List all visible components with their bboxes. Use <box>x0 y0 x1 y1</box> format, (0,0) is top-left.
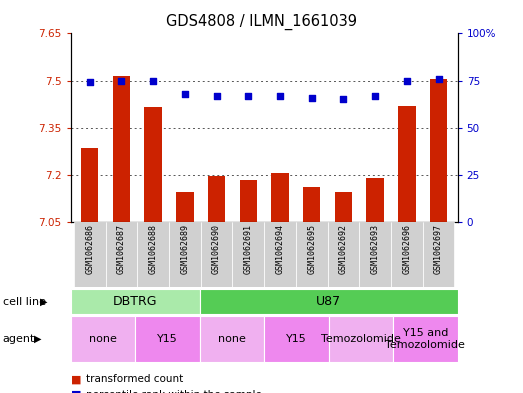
Text: GDS4808 / ILMN_1661039: GDS4808 / ILMN_1661039 <box>166 14 357 30</box>
Bar <box>264 222 296 287</box>
Bar <box>74 222 106 287</box>
Bar <box>271 173 289 222</box>
Text: GSM1062694: GSM1062694 <box>276 224 285 274</box>
Point <box>308 94 316 101</box>
Text: GSM1062696: GSM1062696 <box>402 224 412 274</box>
Text: GSM1062697: GSM1062697 <box>434 224 443 274</box>
Bar <box>176 192 194 222</box>
Text: Temozolomide: Temozolomide <box>321 334 401 344</box>
Text: GSM1062689: GSM1062689 <box>180 224 189 274</box>
Text: agent: agent <box>3 334 35 344</box>
Text: Y15 and
Temozolomide: Y15 and Temozolomide <box>385 328 465 350</box>
Point <box>276 92 284 99</box>
Text: percentile rank within the sample: percentile rank within the sample <box>86 390 262 393</box>
Point <box>339 96 348 103</box>
Bar <box>106 222 137 287</box>
Bar <box>208 176 225 222</box>
Bar <box>112 76 130 222</box>
Text: ▶: ▶ <box>35 334 42 344</box>
Point <box>85 79 94 86</box>
Text: ■: ■ <box>71 390 85 393</box>
Bar <box>71 316 135 362</box>
Text: none: none <box>89 334 117 344</box>
Bar <box>200 289 458 314</box>
Point <box>180 91 189 97</box>
Bar <box>169 222 201 287</box>
Bar <box>232 222 264 287</box>
Point <box>149 77 157 84</box>
Bar <box>327 222 359 287</box>
Point <box>403 77 411 84</box>
Text: none: none <box>218 334 246 344</box>
Bar <box>398 106 416 222</box>
Text: Y15: Y15 <box>157 334 178 344</box>
Point <box>117 77 126 84</box>
Bar <box>201 222 232 287</box>
Text: GSM1062691: GSM1062691 <box>244 224 253 274</box>
Bar <box>137 222 169 287</box>
Bar <box>264 316 328 362</box>
Bar <box>393 316 458 362</box>
Bar <box>135 316 200 362</box>
Bar <box>335 192 352 222</box>
Text: GSM1062695: GSM1062695 <box>307 224 316 274</box>
Bar <box>144 107 162 222</box>
Bar <box>296 222 327 287</box>
Point <box>435 75 443 82</box>
Point <box>244 92 253 99</box>
Bar <box>367 178 384 222</box>
Bar <box>359 222 391 287</box>
Bar <box>303 187 321 222</box>
Text: ▶: ▶ <box>40 297 47 307</box>
Text: GSM1062693: GSM1062693 <box>371 224 380 274</box>
Text: GSM1062687: GSM1062687 <box>117 224 126 274</box>
Text: GSM1062686: GSM1062686 <box>85 224 94 274</box>
Text: cell line: cell line <box>3 297 46 307</box>
Bar <box>391 222 423 287</box>
Point <box>371 92 379 99</box>
Text: DBTRG: DBTRG <box>113 295 157 308</box>
Text: transformed count: transformed count <box>86 374 184 384</box>
Point <box>212 92 221 99</box>
Text: ■: ■ <box>71 374 85 384</box>
Bar <box>81 148 98 222</box>
Text: Y15: Y15 <box>286 334 307 344</box>
Text: U87: U87 <box>316 295 341 308</box>
Text: GSM1062692: GSM1062692 <box>339 224 348 274</box>
Text: GSM1062690: GSM1062690 <box>212 224 221 274</box>
Bar <box>200 316 264 362</box>
Bar <box>71 289 200 314</box>
Bar <box>423 222 454 287</box>
Bar <box>328 316 393 362</box>
Bar <box>240 180 257 222</box>
Bar <box>430 79 447 222</box>
Text: GSM1062688: GSM1062688 <box>149 224 157 274</box>
